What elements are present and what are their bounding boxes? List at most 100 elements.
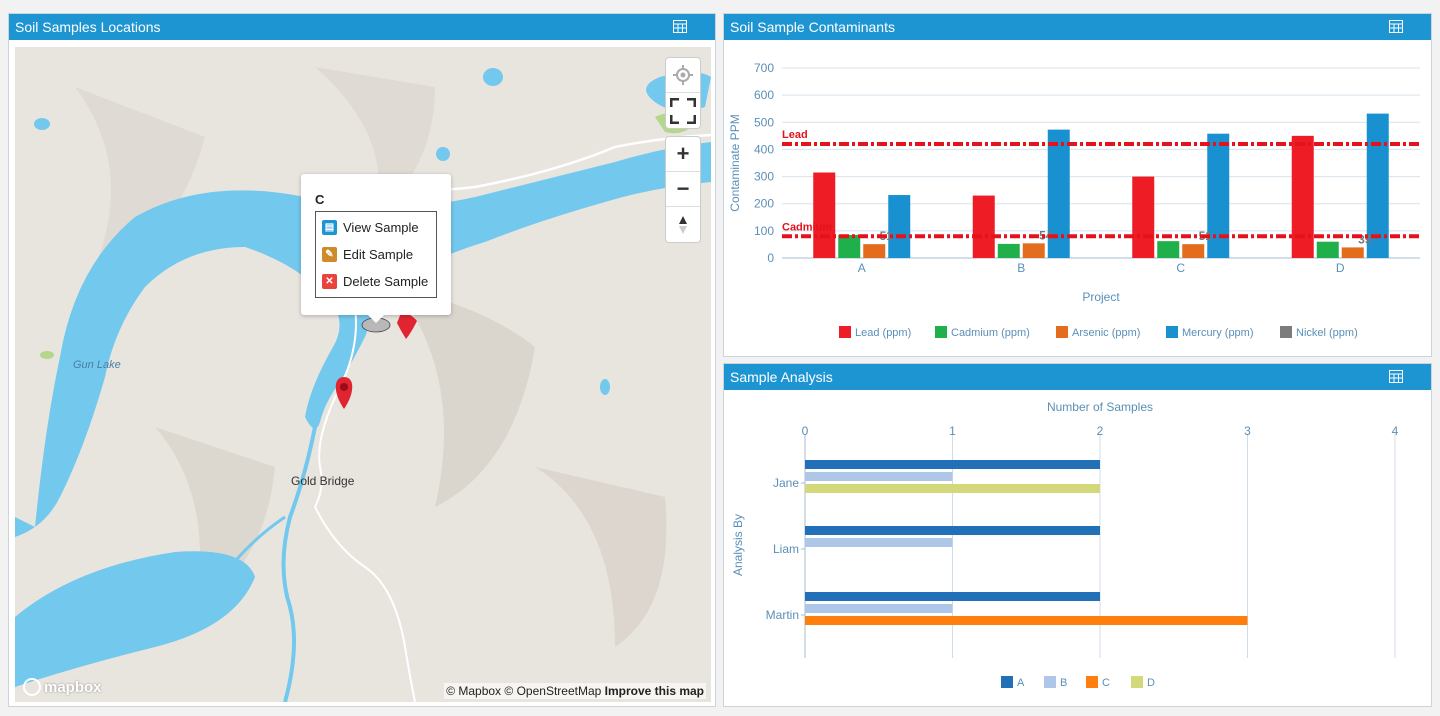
view-sample-button[interactable]: ▤ View Sample xyxy=(316,214,436,241)
bar xyxy=(1047,129,1070,258)
analysis-panel-header: Sample Analysis xyxy=(724,364,1431,390)
x-axis-label: Project xyxy=(1082,290,1120,304)
delete-sample-label: Delete Sample xyxy=(343,274,429,289)
y-tick-label: 100 xyxy=(754,224,774,238)
legend-swatch xyxy=(1086,676,1098,688)
y-tick-label: 300 xyxy=(754,170,774,184)
zoom-out-button[interactable]: − xyxy=(666,172,700,207)
fullscreen-icon xyxy=(670,97,696,124)
fullscreen-button[interactable] xyxy=(666,93,700,128)
legend-label: C xyxy=(1102,677,1110,689)
legend-label: Nickel (ppm) xyxy=(1296,327,1358,339)
zoom-out-icon: − xyxy=(676,176,690,201)
analysis-chart: Number of Samples 0 1 2 3 4 Jane Liam Martin Anal… xyxy=(731,400,1399,689)
legend-swatch xyxy=(1166,326,1178,338)
edit-icon: ✎ xyxy=(322,247,337,262)
view-sample-label: View Sample xyxy=(343,220,419,235)
bar xyxy=(1157,241,1180,258)
legend-swatch xyxy=(839,326,851,338)
bar xyxy=(805,538,953,547)
y-tick-label: Jane xyxy=(773,476,799,490)
improve-map-link[interactable]: Improve this map xyxy=(604,684,704,698)
y-tick-label: 600 xyxy=(754,88,774,102)
threshold-label: Cadmium xyxy=(782,221,832,233)
bar xyxy=(805,472,953,481)
bar xyxy=(972,195,995,258)
bar xyxy=(1316,241,1339,258)
bar xyxy=(805,592,1100,601)
map-canvas[interactable]: Gun Lake Gold Bridge C ▤ View Sample ✎ E… xyxy=(15,47,711,702)
bar xyxy=(863,244,886,258)
contaminants-panel: Soil Sample Contaminants 0 100 200 300 400 50… xyxy=(723,13,1432,357)
lake-label: Gun Lake xyxy=(73,359,121,371)
delete-icon: ✕ xyxy=(322,274,337,289)
x-tick-label: 3 xyxy=(1244,424,1251,438)
y-tick-label: 400 xyxy=(754,142,774,156)
legend-label: Arsenic (ppm) xyxy=(1072,327,1140,339)
bar xyxy=(805,604,953,613)
y-tick-label: 200 xyxy=(754,197,774,211)
contaminants-chart: 0100200300400500600700A51B54C51D39LeadCa… xyxy=(728,61,1420,339)
legend-label: A xyxy=(1017,677,1025,689)
compass-button[interactable] xyxy=(666,207,700,242)
map-panel: Soil Samples Locations xyxy=(8,13,716,707)
contaminants-panel-header: Soil Sample Contaminants xyxy=(724,14,1431,40)
document-icon: ▤ xyxy=(322,220,337,235)
bar xyxy=(1291,135,1314,258)
bar xyxy=(1132,176,1155,258)
map-attribution: © Mapbox © OpenStreetMap Improve this ma… xyxy=(444,683,706,699)
mapbox-attribution-link[interactable]: © Mapbox xyxy=(446,684,502,698)
analysis-panel: Sample Analysis Number of Samples 0 1 2 3 4 Ja… xyxy=(723,363,1432,707)
bar xyxy=(813,172,836,258)
bar xyxy=(1366,113,1389,258)
bar xyxy=(1182,244,1205,258)
legend-swatch xyxy=(1001,676,1013,688)
bar xyxy=(1341,247,1364,258)
zoom-in-button[interactable]: + xyxy=(666,137,700,172)
bar-value-label: 54 xyxy=(1039,228,1053,242)
x-tick-label: 1 xyxy=(949,424,956,438)
bar xyxy=(805,526,1100,535)
locate-button[interactable] xyxy=(666,58,700,93)
bar xyxy=(805,484,1100,493)
legend-swatch xyxy=(1044,676,1056,688)
town-label: Gold Bridge xyxy=(291,474,355,488)
legend-label: Cadmium (ppm) xyxy=(951,327,1030,339)
delete-sample-button[interactable]: ✕ Delete Sample xyxy=(316,268,436,295)
legend-label: Lead (ppm) xyxy=(855,327,911,339)
table-view-icon[interactable] xyxy=(1389,370,1403,383)
mapbox-logo[interactable]: mapbox xyxy=(23,678,102,696)
bar xyxy=(838,234,861,258)
threshold-label: Lead xyxy=(782,129,808,141)
y-axis-label: Contaminate PPM xyxy=(728,114,742,211)
bar xyxy=(1022,243,1045,258)
edit-sample-button[interactable]: ✎ Edit Sample xyxy=(316,241,436,268)
map-panel-header: Soil Samples Locations xyxy=(9,14,715,40)
table-view-icon[interactable] xyxy=(673,20,687,33)
legend-swatch xyxy=(1280,326,1292,338)
bar xyxy=(805,460,1100,469)
y-tick-label: Martin xyxy=(766,608,799,622)
x-tick-label: D xyxy=(1336,261,1345,275)
map-controls-zoom: + − xyxy=(665,136,701,243)
x-tick-label: C xyxy=(1176,261,1185,275)
x-axis-label: Number of Samples xyxy=(1047,400,1153,414)
edit-sample-label: Edit Sample xyxy=(343,247,414,262)
compass-icon xyxy=(679,215,687,234)
legend-label: B xyxy=(1060,677,1067,689)
map-terrain xyxy=(15,47,711,702)
bar xyxy=(805,616,1248,625)
table-view-icon[interactable] xyxy=(1389,20,1403,33)
osm-attribution-link[interactable]: © OpenStreetMap xyxy=(504,684,602,698)
y-axis-label: Analysis By xyxy=(731,514,745,576)
legend-label: D xyxy=(1147,677,1155,689)
bar xyxy=(1207,133,1230,258)
x-tick-label: A xyxy=(858,261,866,275)
legend-swatch xyxy=(1131,676,1143,688)
bar xyxy=(997,243,1020,258)
y-tick-label: 500 xyxy=(754,115,774,129)
locate-icon xyxy=(673,65,693,85)
legend-label: Mercury (ppm) xyxy=(1182,327,1254,339)
bar xyxy=(888,195,911,258)
x-tick-label: 2 xyxy=(1097,424,1104,438)
